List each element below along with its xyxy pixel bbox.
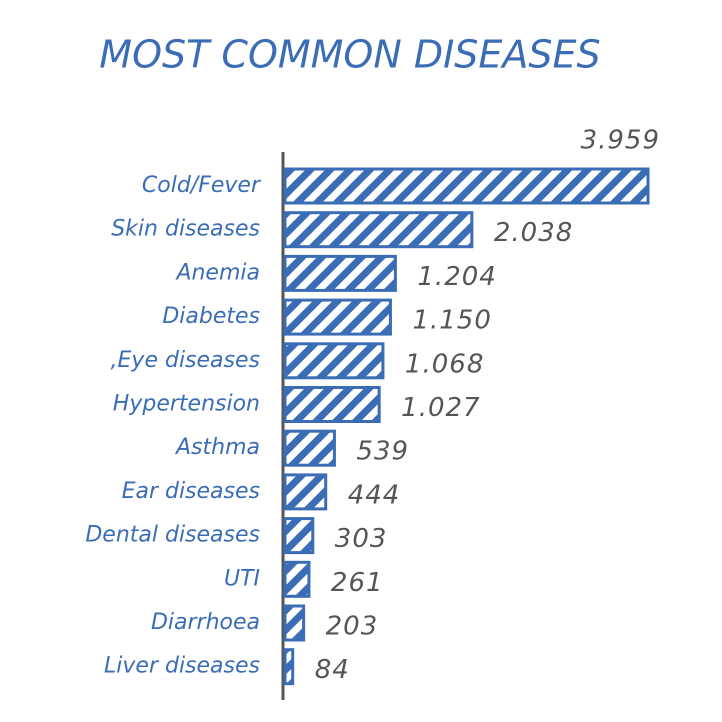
bar (283, 386, 381, 423)
value-label: 1.068 (405, 349, 484, 379)
category-label: Diabetes (162, 304, 260, 329)
category-label: UTI (224, 566, 260, 591)
value-label: 84 (315, 655, 350, 685)
bar (283, 254, 397, 292)
category-label: Cold/Fever (142, 173, 262, 198)
bar (283, 473, 328, 511)
value-label: 3.959 (581, 126, 660, 156)
category-label: Diarrhoea (151, 610, 260, 635)
bar (283, 167, 650, 205)
category-label: Dental diseases (85, 523, 260, 548)
bar (283, 604, 306, 642)
bar (283, 517, 315, 555)
value-label: 1.150 (412, 306, 491, 336)
category-label: Hypertension (113, 392, 260, 417)
value-label: 303 (335, 524, 388, 554)
value-label: 539 (356, 437, 409, 467)
bar (283, 560, 311, 598)
category-label: Liver diseases (104, 654, 260, 679)
bar (283, 298, 392, 336)
category-label: Asthma (174, 435, 260, 460)
category-label: Skin diseases (111, 217, 260, 242)
chart-title: MOST COMMON DISEASES (99, 33, 600, 77)
category-label: Anemia (174, 260, 260, 285)
category-label: Ear diseases (122, 479, 260, 504)
value-label: 2.038 (494, 218, 573, 248)
bar (283, 648, 295, 686)
bar (283, 211, 474, 249)
value-label: 261 (331, 568, 384, 598)
bar (283, 429, 336, 467)
bar (283, 342, 385, 380)
value-label: 1.204 (417, 262, 496, 292)
value-label: 444 (348, 480, 401, 510)
value-label: 203 (326, 612, 379, 642)
value-label: 1.027 (401, 393, 480, 423)
category-label: ,Eye diseases (111, 348, 260, 373)
